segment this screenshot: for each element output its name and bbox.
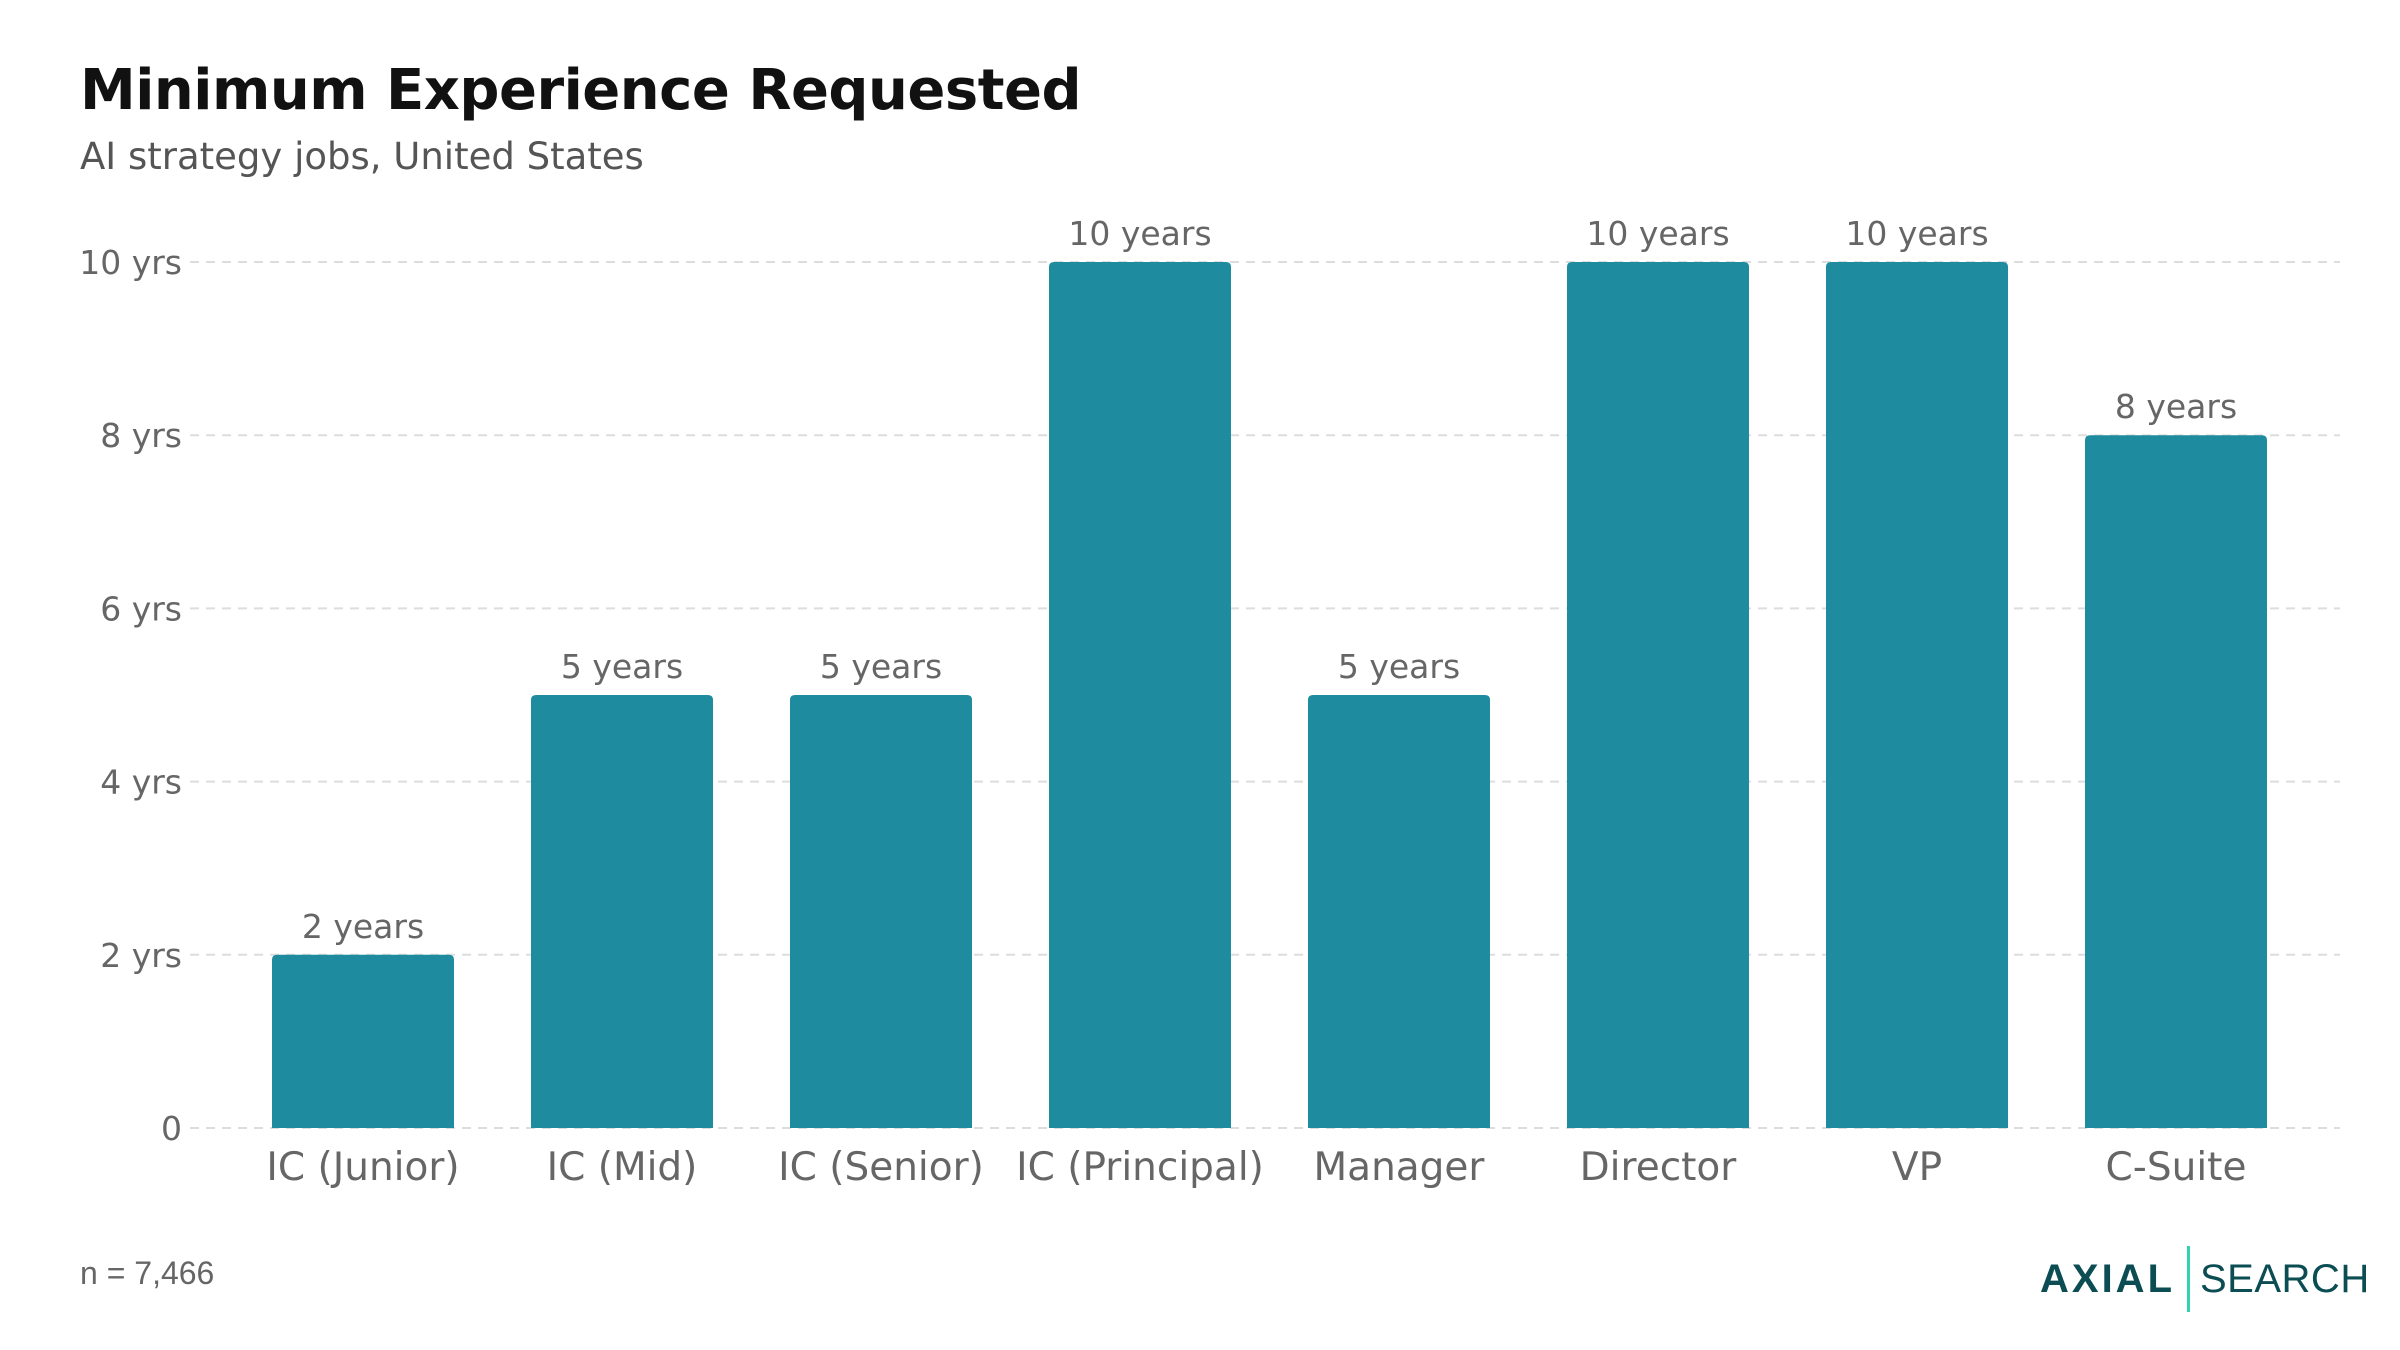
gridlines <box>190 261 2340 1129</box>
bar <box>790 695 972 1128</box>
x-tick-label: C-Suite <box>2106 1145 2247 1190</box>
logo-divider <box>2187 1246 2190 1312</box>
bars <box>272 262 2267 1128</box>
y-tick-label: 0 <box>161 1109 182 1148</box>
bar <box>1308 695 1490 1128</box>
bar <box>531 695 713 1128</box>
x-tick-label: VP <box>1892 1145 1942 1190</box>
x-tick-label: Director <box>1580 1145 1738 1190</box>
logo-suffix: SEARCH <box>2200 1256 2370 1301</box>
x-tick-label: IC (Principal) <box>1016 1145 1264 1190</box>
axial-search-logo: AXIAL SEARCH <box>2040 1245 2370 1313</box>
bar <box>1049 262 1231 1128</box>
chart-title: Minimum Experience Requested <box>80 58 1082 123</box>
bar <box>272 954 454 1128</box>
sample-size-note: n = 7,466 <box>80 1255 215 1291</box>
x-tick-label: IC (Mid) <box>547 1145 698 1190</box>
chart-subtitle: AI strategy jobs, United States <box>80 135 644 178</box>
bar <box>2085 435 2267 1128</box>
x-tick-label: IC (Senior) <box>778 1145 984 1190</box>
data-label: 5 years <box>1338 647 1460 686</box>
data-label: 10 years <box>1845 214 1988 253</box>
data-label: 8 years <box>2115 387 2237 426</box>
data-label: 10 years <box>1068 214 1211 253</box>
data-label: 2 years <box>302 907 424 946</box>
data-label: 10 years <box>1586 214 1729 253</box>
y-axis-ticks: 0 2 yrs 4 yrs 6 yrs 8 yrs 10 yrs <box>79 243 182 1148</box>
data-labels: 2 years 5 years 5 years 10 years 5 years 10 y… <box>302 214 2237 946</box>
x-axis-ticks: IC (Junior) IC (Mid) IC (Senior) IC (Princi… <box>266 1145 2246 1190</box>
y-tick-label: 4 yrs <box>100 763 182 802</box>
y-tick-label: 8 yrs <box>100 416 182 455</box>
data-label: 5 years <box>561 647 683 686</box>
y-tick-label: 6 yrs <box>100 589 182 628</box>
x-tick-label: IC (Junior) <box>266 1145 459 1190</box>
bar <box>1567 262 1749 1128</box>
y-tick-label: 2 yrs <box>100 936 182 975</box>
bar <box>1826 262 2008 1128</box>
x-tick-label: Manager <box>1314 1145 1486 1190</box>
logo-wordmark: AXIAL <box>2040 1256 2175 1301</box>
y-tick-label: 10 yrs <box>79 243 182 282</box>
data-label: 5 years <box>820 647 942 686</box>
